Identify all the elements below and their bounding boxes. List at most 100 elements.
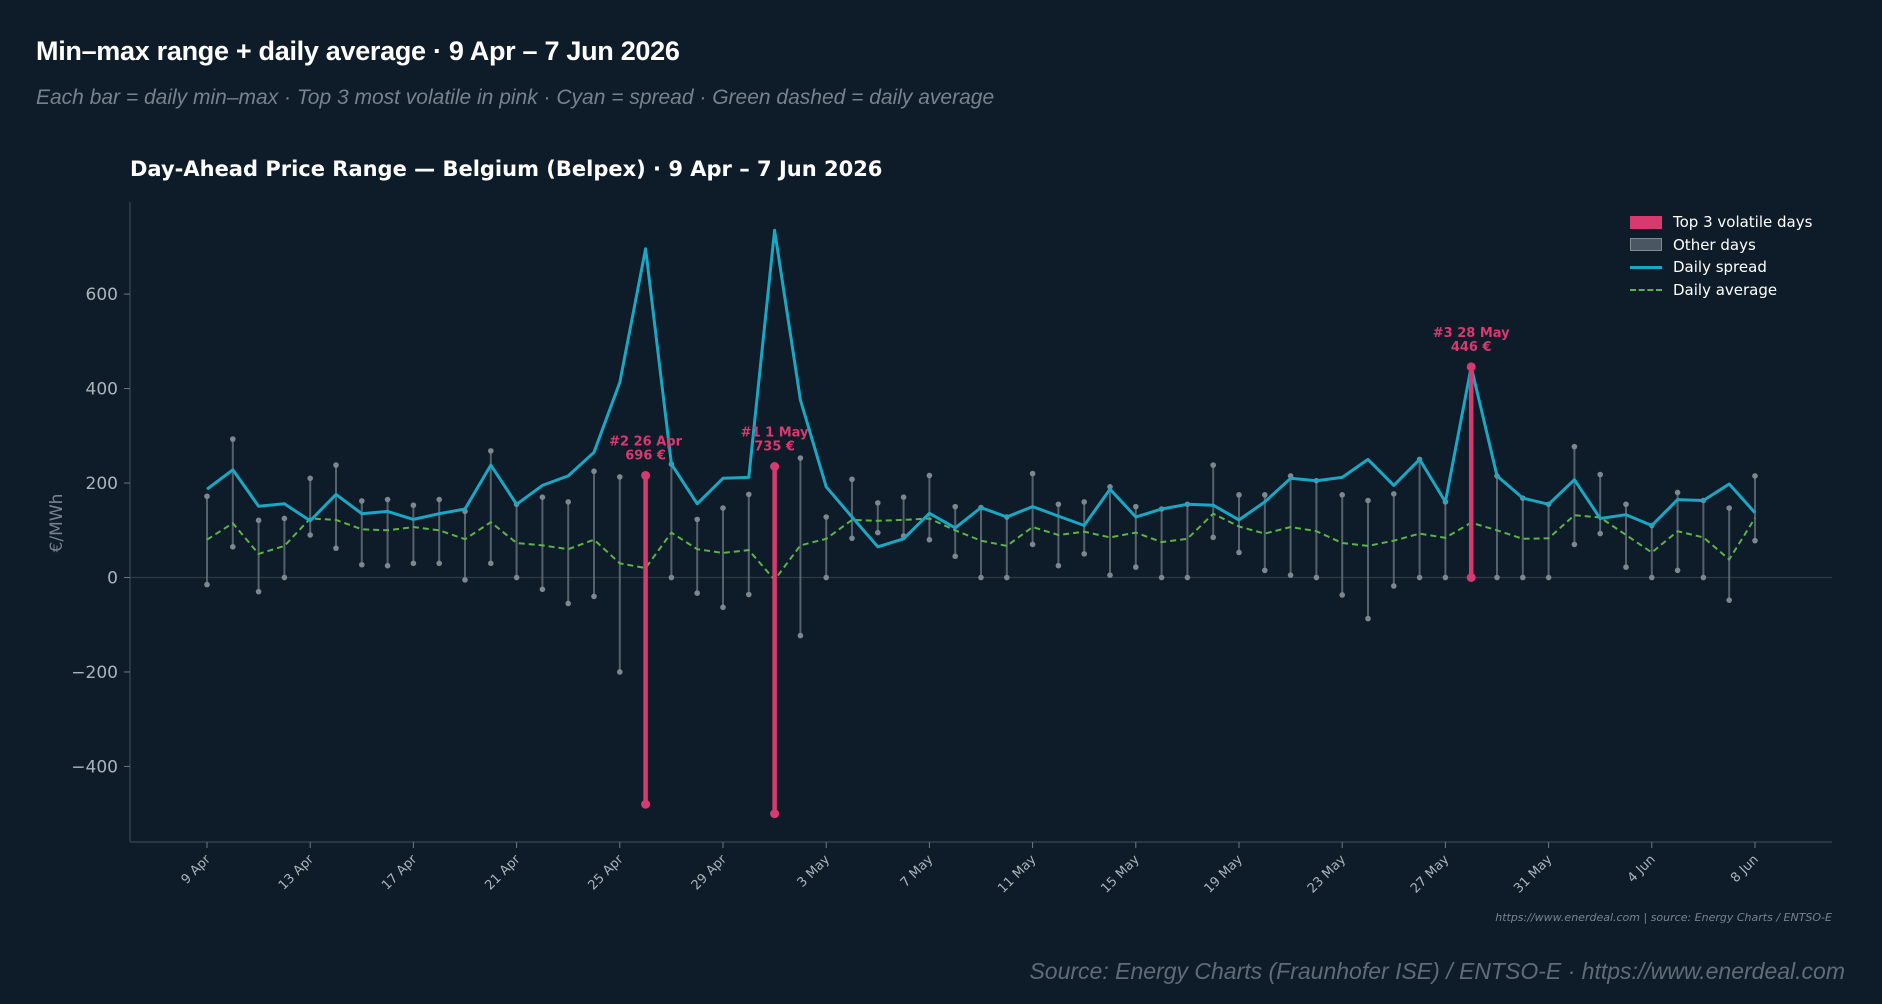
range-min-dot [668, 574, 675, 581]
range-min-dot [1313, 574, 1320, 581]
range-max-dot [359, 498, 365, 504]
x-tick-label: 7 May [898, 852, 937, 891]
range-min-dot [797, 632, 804, 639]
range-min-dot [333, 545, 339, 552]
top3-label: #3 28 May [1433, 326, 1510, 341]
top3-value-label: 735 € [754, 440, 795, 455]
range-max-dot [1674, 489, 1681, 496]
y-axis-label: €/MWh [47, 494, 67, 553]
range-max-dot [1029, 470, 1036, 477]
range-max-dot [255, 517, 262, 524]
legend-item-top3: Top 3 volatile days [1630, 211, 1812, 234]
top3-max-dot [1466, 362, 1476, 372]
y-tick-label: 400 [86, 380, 118, 400]
range-min-dot [746, 591, 752, 598]
range-max-dot [1107, 484, 1113, 490]
chart-legend: Top 3 volatile days Other days Daily spr… [1630, 211, 1812, 301]
range-min-dot [539, 586, 546, 593]
range-min-dot [875, 529, 881, 536]
range-min-dot [1133, 564, 1139, 570]
range-min-dot [230, 543, 236, 550]
legend-label-spread: Daily spread [1673, 258, 1767, 277]
range-max-dot [539, 494, 546, 501]
range-min-dot [1158, 574, 1165, 581]
spread-line [206, 228, 1757, 549]
range-min-dot [1752, 537, 1758, 544]
range-max-dot [436, 496, 443, 503]
range-min-dot [1287, 572, 1294, 578]
top3-value-label: 446 € [1451, 340, 1492, 355]
range-max-dot [333, 462, 339, 468]
range-max-dot [797, 455, 804, 461]
range-max-dot [1210, 462, 1216, 468]
top3-value-label: 696 € [625, 448, 666, 463]
legend-item-spread: Daily spread [1630, 256, 1812, 279]
range-min-dot [488, 560, 494, 567]
range-min-dot [307, 532, 314, 538]
range-min-dot [1442, 574, 1449, 581]
top3-label: #2 26 Apr [609, 434, 682, 449]
y-tick-label: −400 [71, 757, 118, 777]
range-max-dot [1752, 473, 1758, 479]
x-tick-label: 3 May [795, 852, 834, 891]
x-tick-label: 8 Jun [1728, 852, 1762, 886]
range-min-dot [720, 604, 726, 611]
legend-label-average: Daily average [1673, 280, 1778, 299]
range-max-dot [875, 500, 881, 506]
range-min-dot [1029, 541, 1036, 548]
range-min-dot [1520, 574, 1526, 581]
range-min-dot [1674, 567, 1681, 574]
x-tick-label: 15 May [1098, 852, 1142, 896]
range-min-dot [565, 600, 571, 607]
range-max-dot [746, 491, 752, 498]
range-max-dot [307, 475, 314, 482]
range-max-dot [720, 505, 726, 511]
range-max-dot [849, 476, 855, 483]
range-max-dot [823, 514, 829, 520]
top3-min-dot [770, 809, 780, 819]
range-min-dot [1391, 583, 1397, 589]
range-max-dot [1133, 503, 1139, 510]
range-min-dot [1081, 551, 1087, 557]
top3-max-dot [641, 470, 651, 480]
range-max-dot [1726, 505, 1732, 511]
x-tick-label: 27 May [1408, 852, 1452, 896]
y-tick-label: 600 [86, 285, 118, 305]
range-max-dot [1339, 492, 1345, 498]
range-min-dot [849, 535, 855, 542]
chart-watermark: https://www.enerdeal.com | source: Energ… [1495, 911, 1832, 924]
top3-max-dot [770, 462, 780, 472]
range-min-dot [1055, 562, 1062, 569]
range-max-dot [488, 448, 494, 454]
range-max-dot [1262, 492, 1268, 498]
range-min-dot [591, 593, 597, 600]
range-min-dot [1236, 549, 1242, 556]
range-min-dot [1107, 572, 1113, 578]
x-tick-label: 17 Apr [379, 852, 421, 894]
range-min-dot [1726, 597, 1732, 603]
page-title: Min–max range + daily average · 9 Apr – … [36, 36, 680, 66]
range-max-dot [952, 503, 958, 510]
range-max-dot [1081, 499, 1087, 505]
range-min-dot [281, 574, 288, 581]
range-min-dot [952, 553, 958, 560]
range-max-dot [926, 472, 933, 479]
range-max-dot [1236, 492, 1242, 498]
range-max-dot [1571, 443, 1578, 450]
legend-item-other: Other days [1630, 234, 1812, 257]
range-max-dot [204, 493, 210, 500]
range-max-dot [1055, 501, 1062, 508]
x-tick-label: 29 Apr [689, 852, 731, 894]
range-min-dot [255, 588, 262, 595]
range-max-dot [1597, 471, 1603, 478]
x-tick-label: 9 Apr [179, 852, 215, 888]
legend-label-top3: Top 3 volatile days [1673, 213, 1813, 232]
x-tick-label: 13 Apr [276, 852, 318, 894]
top3-min-dot [1466, 572, 1476, 582]
range-min-dot [1262, 567, 1268, 574]
x-tick-label: 23 May [1305, 852, 1349, 896]
page-subtitle: Each bar = daily min–max · Top 3 most vo… [36, 86, 995, 109]
x-tick-label: 25 Apr [585, 852, 627, 894]
x-tick-label: 4 Jun [1625, 852, 1659, 886]
